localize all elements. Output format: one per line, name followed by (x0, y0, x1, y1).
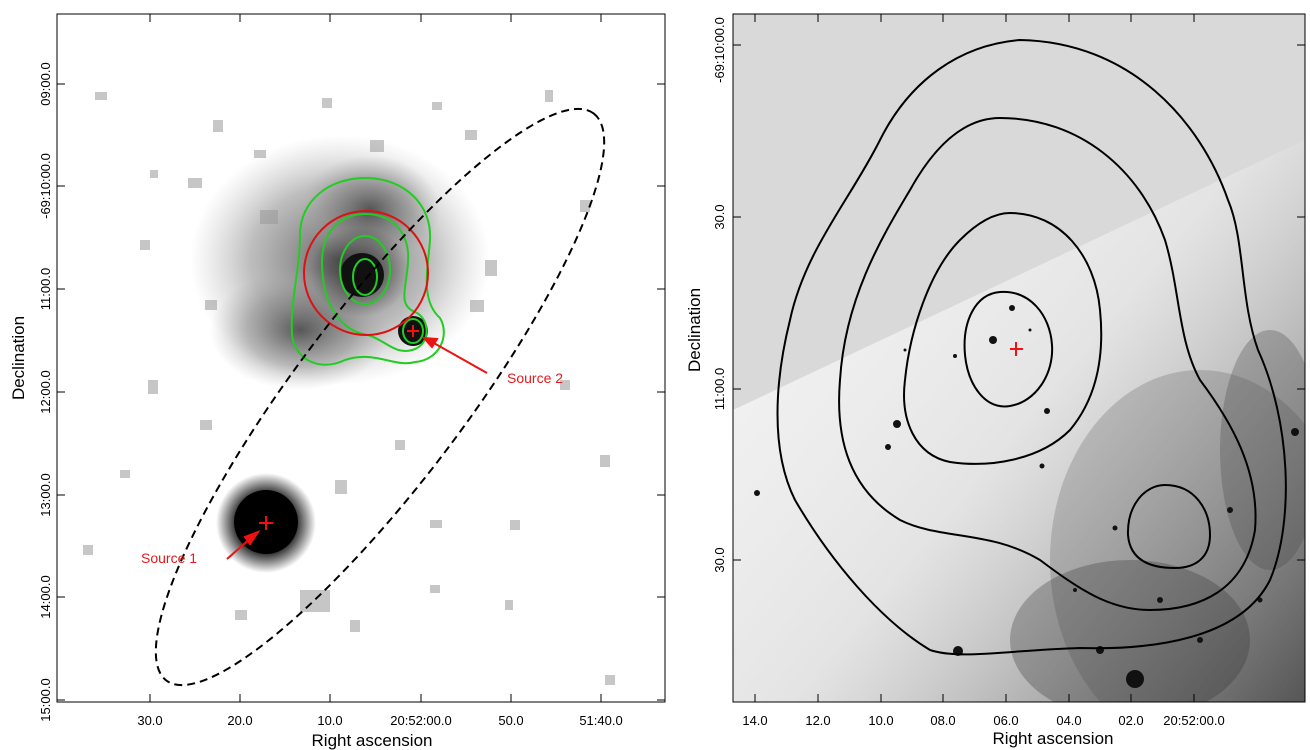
source-1-marker (259, 516, 273, 530)
left-ytick-label: 15:00.0 (38, 678, 53, 721)
black-contour-second (838, 116, 1257, 612)
red-extraction-circle (303, 210, 429, 336)
right-xtick-label: 20:52:00.0 (1163, 713, 1224, 728)
left-plot-frame (56, 13, 666, 703)
source-2-arrow (421, 336, 488, 374)
right-xtick-label: 04.0 (1056, 713, 1081, 728)
right-xaxis-label: Right ascension (993, 729, 1114, 748)
left-xtick-label: 50.0 (498, 713, 523, 728)
right-xtick-label: 08.0 (930, 713, 955, 728)
green-contour-outer (290, 176, 445, 366)
right-yaxis-label: Declination (685, 288, 704, 372)
right-ytick-label: 30.0 (712, 547, 727, 572)
right-ytick-label: 30.0 (712, 204, 727, 229)
left-ytick-label: -69:10:00.0 (38, 153, 53, 219)
left-ytick-label: 09:00.0 (38, 62, 53, 105)
galaxy-glow (1220, 330, 1305, 570)
right-ytick-label: 11:00.0 (712, 368, 727, 410)
black-contour-outer (776, 38, 1287, 656)
left-ytick-label: 11:00.0 (38, 268, 53, 310)
left-xtick-label: 10.0 (317, 713, 342, 728)
black-contour-inner (963, 290, 1054, 408)
green-contour-core (352, 258, 378, 296)
left-yaxis-label: Declination (9, 316, 28, 400)
right-xtick-label: 10.0 (868, 713, 893, 728)
right-ytick-label: -69:10:00.0 (712, 17, 727, 83)
left-ytick-label: 12:00.0 (38, 370, 53, 413)
left-xaxis-label: Right ascension (312, 731, 433, 750)
right-xtick-label: 12.0 (805, 713, 830, 728)
right-panel: 14.0 12.0 10.0 08.0 06.0 04.0 02.0 20:52… (685, 13, 1306, 748)
right-xtick-label: 06.0 (993, 713, 1018, 728)
right-source-marker (1010, 342, 1023, 356)
source-1-label: Source 1 (141, 550, 197, 566)
left-ytick-label: 14:00.0 (38, 575, 53, 618)
source-2-label: Source 2 (507, 370, 563, 386)
left-xtick-label: 20:52:00.0 (390, 713, 451, 728)
dashed-ellipse-region (154, 107, 606, 687)
left-xtick-label: 20.0 (227, 713, 252, 728)
green-contour-inner (339, 235, 391, 305)
galaxy-glow (1050, 370, 1305, 702)
green-contour-source2 (402, 318, 424, 344)
black-contour-third (903, 211, 1103, 465)
black-contour-secondary-peak (1126, 483, 1212, 570)
galaxy-glow (1010, 560, 1250, 702)
left-xtick-label: 51:40.0 (579, 713, 622, 728)
left-ytick-label: 13:00.0 (38, 473, 53, 516)
black-contours (776, 38, 1287, 656)
left-ticks (57, 14, 665, 702)
masked-region (733, 14, 1305, 410)
noise-blobs (83, 90, 615, 685)
source-1-arrow (226, 529, 261, 560)
right-xtick-label: 02.0 (1118, 713, 1143, 728)
right-xtick-label: 14.0 (742, 713, 767, 728)
left-panel: Source 2 Source 1 30.0 20.0 10.0 20:52:0… (9, 13, 666, 750)
left-xtick-label: 30.0 (137, 713, 162, 728)
right-optical-image (733, 14, 1305, 702)
right-plot-frame (732, 13, 1306, 703)
right-ticks (733, 14, 1305, 702)
source-2-marker (407, 325, 419, 337)
